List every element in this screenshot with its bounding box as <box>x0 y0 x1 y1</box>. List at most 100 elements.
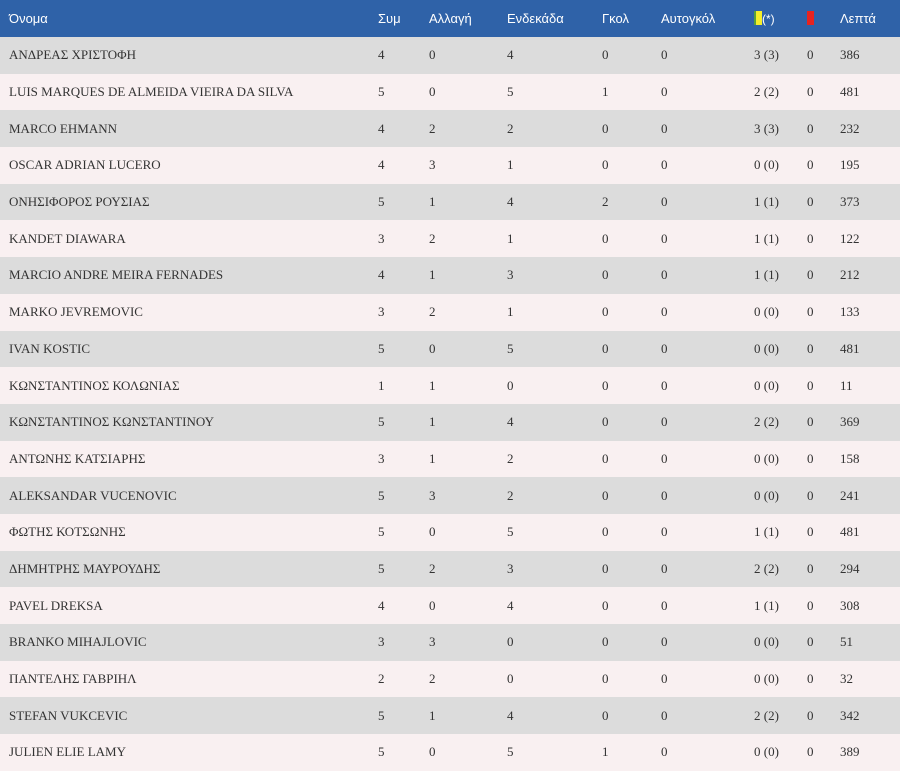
player-name[interactable]: ΚΩΝΣΤΑΝΤΙΝΟΣ ΚΩΝΣΤΑΝΤΙΝΟΥ <box>0 403 378 441</box>
subs-cell: 0 <box>429 37 507 74</box>
yellow-cards-cell: 1 (1) <box>754 513 807 551</box>
player-name[interactable]: ΚΩΝΣΤΑΝΤΙΝΟΣ ΚΟΛΩΝΙΑΣ <box>0 367 378 404</box>
header-red-cards[interactable] <box>807 0 840 37</box>
player-name[interactable]: PAVEL DREKSA <box>0 587 378 624</box>
own-goals-cell: 0 <box>661 660 754 698</box>
subs-cell: 2 <box>429 110 507 148</box>
apps-cell: 5 <box>378 183 429 221</box>
header-name[interactable]: Όνομα <box>0 0 378 37</box>
starts-cell: 0 <box>507 624 602 661</box>
player-name[interactable]: KANDET DIAWARA <box>0 220 378 258</box>
own-goals-cell: 0 <box>661 697 754 735</box>
player-name[interactable]: JULIEN ELIE LAMY <box>0 734 378 771</box>
table-body: ΑΝΔΡΕΑΣ ΧΡΙΣΤΟΦΗ 4 0 4 0 0 3 (3) 0 386 LUIS MARQU… <box>0 37 900 771</box>
player-name[interactable]: ΠΑΝΤΕΛΗΣ ΓΑΒΡΙΗΛ <box>0 660 378 698</box>
header-goals[interactable]: Γκολ <box>602 0 661 37</box>
table-row: ΚΩΝΣΤΑΝΤΙΝΟΣ ΚΩΝΣΤΑΝΤΙΝΟΥ 5 1 4 0 0 2 (2) 0 369 <box>0 403 900 441</box>
header-yellow-cards[interactable]: (*) <box>754 0 807 37</box>
player-name[interactable]: MARCO EHMANN <box>0 110 378 148</box>
subs-cell: 0 <box>429 330 507 368</box>
own-goals-cell: 0 <box>661 257 754 294</box>
starts-cell: 0 <box>507 660 602 698</box>
table-row: MARCO EHMANN 4 2 2 0 0 3 (3) 0 232 <box>0 110 900 148</box>
red-cards-cell: 0 <box>807 367 840 404</box>
starts-cell: 2 <box>507 440 602 478</box>
apps-cell: 4 <box>378 110 429 148</box>
minutes-cell: 158 <box>840 440 900 478</box>
apps-cell: 4 <box>378 37 429 74</box>
starts-cell: 3 <box>507 257 602 294</box>
table-row: OSCAR ADRIAN LUCERO 4 3 1 0 0 0 (0) 0 195 <box>0 147 900 184</box>
apps-cell: 5 <box>378 477 429 514</box>
player-name[interactable]: ΑΝΔΡΕΑΣ ΧΡΙΣΤΟΦΗ <box>0 37 378 74</box>
own-goals-cell: 0 <box>661 587 754 624</box>
table-row: LUIS MARQUES DE ALMEIDA VIEIRA DA SILVA 5… <box>0 73 900 111</box>
player-name[interactable]: ΦΩΤΗΣ ΚΟΤΣΩΝΗΣ <box>0 513 378 551</box>
red-cards-cell: 0 <box>807 550 840 588</box>
apps-cell: 5 <box>378 403 429 441</box>
player-name[interactable]: MARKO JEVREMOVIC <box>0 293 378 331</box>
minutes-cell: 122 <box>840 220 900 258</box>
minutes-cell: 481 <box>840 513 900 551</box>
player-name[interactable]: ΔΗΜΗΤΡΗΣ ΜΑΥΡΟΥΔΗΣ <box>0 550 378 588</box>
red-cards-cell: 0 <box>807 587 840 624</box>
own-goals-cell: 0 <box>661 73 754 111</box>
starts-cell: 3 <box>507 550 602 588</box>
goals-cell: 0 <box>602 367 661 404</box>
goals-cell: 1 <box>602 734 661 771</box>
minutes-cell: 212 <box>840 257 900 294</box>
goals-cell: 0 <box>602 624 661 661</box>
subs-cell: 2 <box>429 220 507 258</box>
red-cards-cell: 0 <box>807 330 840 368</box>
header-starts[interactable]: Ενδεκάδα <box>507 0 602 37</box>
minutes-cell: 51 <box>840 624 900 661</box>
header-subs[interactable]: Αλλαγή <box>429 0 507 37</box>
player-name[interactable]: MARCIO ANDRE MEIRA FERNADES <box>0 257 378 294</box>
own-goals-cell: 0 <box>661 624 754 661</box>
table-row: IVAN KOSTIC 5 0 5 0 0 0 (0) 0 481 <box>0 330 900 368</box>
starts-cell: 4 <box>507 697 602 735</box>
red-cards-cell: 0 <box>807 37 840 74</box>
own-goals-cell: 0 <box>661 330 754 368</box>
table-row: KANDET DIAWARA 3 2 1 0 0 1 (1) 0 122 <box>0 220 900 258</box>
table-row: ΟΝΗΣΙΦΟΡΟΣ ΡΟΥΣΙΑΣ 5 1 4 2 0 1 (1) 0 373 <box>0 183 900 221</box>
subs-cell: 2 <box>429 660 507 698</box>
minutes-cell: 386 <box>840 37 900 74</box>
minutes-cell: 11 <box>840 367 900 404</box>
table-row: ΑΝΤΩΝΗΣ ΚΑΤΣΙΑΡΗΣ 3 1 2 0 0 0 (0) 0 158 <box>0 440 900 478</box>
player-name[interactable]: LUIS MARQUES DE ALMEIDA VIEIRA DA SILVA <box>0 73 378 111</box>
red-cards-cell: 0 <box>807 697 840 735</box>
player-name[interactable]: ALEKSANDAR VUCENOVIC <box>0 477 378 514</box>
minutes-cell: 342 <box>840 697 900 735</box>
header-apps[interactable]: Συμ <box>378 0 429 37</box>
own-goals-cell: 0 <box>661 403 754 441</box>
player-name[interactable]: IVAN KOSTIC <box>0 330 378 368</box>
starts-cell: 5 <box>507 330 602 368</box>
yellow-cards-cell: 2 (2) <box>754 403 807 441</box>
red-cards-cell: 0 <box>807 110 840 148</box>
player-name[interactable]: OSCAR ADRIAN LUCERO <box>0 147 378 184</box>
starts-cell: 1 <box>507 293 602 331</box>
own-goals-cell: 0 <box>661 550 754 588</box>
minutes-cell: 241 <box>840 477 900 514</box>
player-name[interactable]: STEFAN VUKCEVIC <box>0 697 378 735</box>
header-yellow-suffix: (*) <box>762 12 775 26</box>
player-name[interactable]: ΑΝΤΩΝΗΣ ΚΑΤΣΙΑΡΗΣ <box>0 440 378 478</box>
goals-cell: 0 <box>602 293 661 331</box>
red-cards-cell: 0 <box>807 73 840 111</box>
own-goals-cell: 0 <box>661 183 754 221</box>
subs-cell: 3 <box>429 477 507 514</box>
starts-cell: 4 <box>507 183 602 221</box>
table-row: BRANKO MIHAJLOVIC 3 3 0 0 0 0 (0) 0 51 <box>0 624 900 661</box>
yellow-cards-cell: 2 (2) <box>754 550 807 588</box>
header-own-goals[interactable]: Αυτογκόλ <box>661 0 754 37</box>
yellow-cards-cell: 1 (1) <box>754 183 807 221</box>
player-name[interactable]: ΟΝΗΣΙΦΟΡΟΣ ΡΟΥΣΙΑΣ <box>0 183 378 221</box>
minutes-cell: 32 <box>840 660 900 698</box>
player-name[interactable]: BRANKO MIHAJLOVIC <box>0 624 378 661</box>
header-minutes[interactable]: Λεπτά <box>840 0 900 37</box>
subs-cell: 1 <box>429 403 507 441</box>
starts-cell: 1 <box>507 220 602 258</box>
apps-cell: 4 <box>378 587 429 624</box>
